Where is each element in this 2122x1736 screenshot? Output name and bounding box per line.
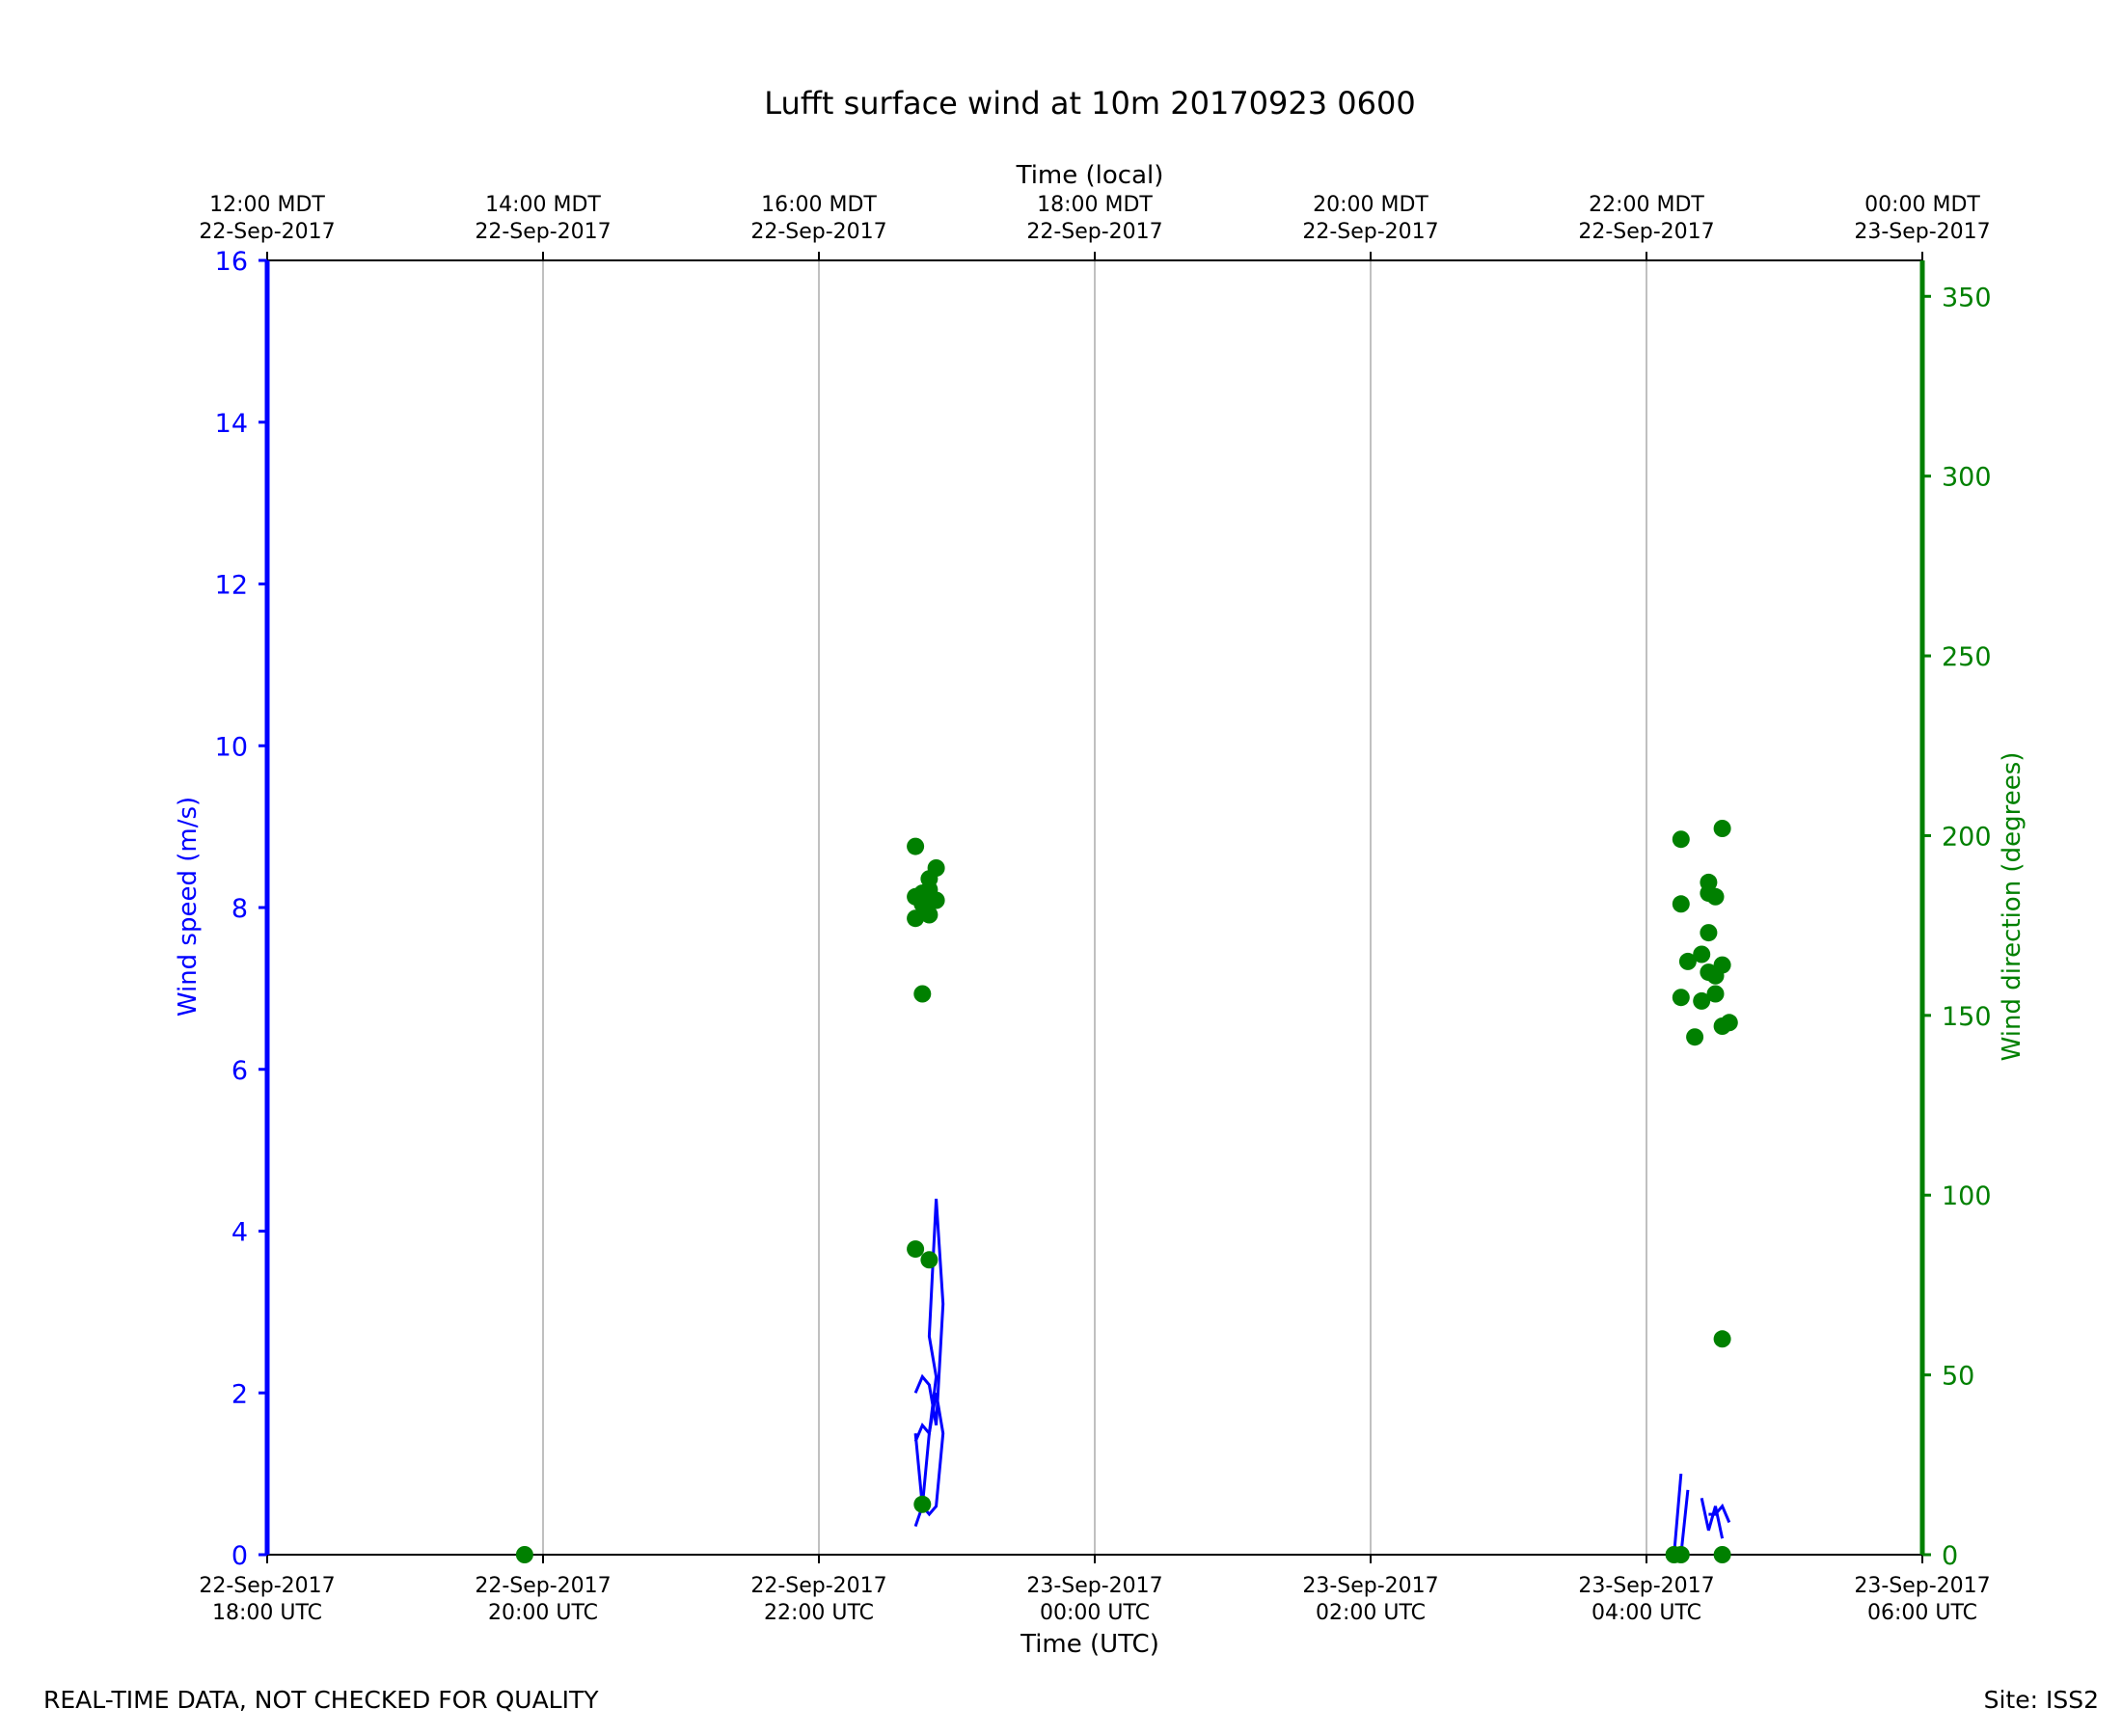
wind-direction-point (1678, 952, 1697, 970)
x-tick-label-top: 14:00 MDT (485, 193, 601, 217)
x-tick-label-top: 18:00 MDT (1037, 193, 1153, 217)
top-axis-label: Time (local) (1016, 161, 1164, 190)
wind-direction-point (1713, 1330, 1731, 1348)
wind-direction-point (1672, 1546, 1690, 1563)
wind-direction-point (907, 1240, 925, 1259)
y-tick-label-right: 200 (1942, 822, 1992, 852)
quality-note: REAL-TIME DATA, NOT CHECKED FOR QUALITY (43, 1686, 599, 1714)
y-tick-label-right: 350 (1942, 283, 1992, 312)
wind-direction-point (920, 906, 939, 924)
left-axis-label: Wind speed (m/s) (174, 797, 203, 1017)
wind-direction-point (927, 891, 945, 909)
right-axis-label: Wind direction (degrees) (1998, 752, 2027, 1062)
wind-direction-point (1672, 830, 1690, 849)
bottom-axis-label: Time (UTC) (1020, 1630, 1159, 1659)
x-tick-label-bottom: 22-Sep-2017 (199, 1574, 335, 1598)
chart-title: Lufft surface wind at 10m 20170923 0600 (764, 85, 1415, 122)
y-tick-label-left: 8 (231, 894, 248, 924)
wind-direction-point (1700, 924, 1718, 942)
x-tick-label-bottom: 22:00 UTC (764, 1601, 874, 1625)
x-tick-label-bottom: 04:00 UTC (1592, 1601, 1701, 1625)
wind-speed-line (913, 1198, 945, 1528)
y-tick-label-right: 100 (1942, 1181, 1992, 1211)
x-tick-label-bottom: 22-Sep-2017 (475, 1574, 611, 1598)
x-tick-label-top: 22-Sep-2017 (750, 220, 886, 244)
x-tick-label-top: 16:00 MDT (761, 193, 877, 217)
wind-direction-point (1693, 991, 1711, 1010)
x-tick-label-bottom: 18:00 UTC (212, 1601, 322, 1625)
axis-ticks: 22-Sep-2017 18:00 UTC 22-Sep-2017 20:00 UTC… (199, 193, 1991, 1625)
x-tick-label-bottom: 06:00 UTC (1867, 1601, 1977, 1625)
y-tick-label-right: 0 (1942, 1541, 1958, 1571)
x-tick-label-bottom: 22-Sep-2017 (750, 1574, 886, 1598)
wind-speed-line (1673, 1473, 1683, 1556)
y-tick-label-left: 2 (231, 1379, 248, 1409)
wind-direction-point (1693, 945, 1711, 963)
x-tick-label-top: 22-Sep-2017 (1026, 220, 1162, 244)
y-tick-label-right: 150 (1942, 1002, 1992, 1032)
y-tick-label-left: 10 (215, 732, 248, 762)
wind-direction-point (1720, 1014, 1738, 1032)
x-tick-label-bottom: 23-Sep-2017 (1578, 1574, 1714, 1598)
wind-direction-point (1672, 895, 1690, 913)
x-tick-label-top: 22-Sep-2017 (1302, 220, 1438, 244)
wind-direction-point (515, 1546, 533, 1563)
wind-direction-point (907, 837, 925, 855)
wind-speed-line (913, 1393, 945, 1517)
y-tick-label-left: 6 (231, 1056, 248, 1086)
x-tick-label-bottom: 23-Sep-2017 (1854, 1574, 1990, 1598)
wind-direction-point (1686, 1028, 1704, 1046)
x-tick-label-top: 20:00 MDT (1313, 193, 1428, 217)
wind-direction-point (1713, 1546, 1731, 1563)
y-tick-label-left: 14 (215, 409, 248, 439)
x-tick-label-top: 12:00 MDT (209, 193, 325, 217)
site-label: Site: ISS2 (1983, 1686, 2099, 1714)
x-tick-label-bottom: 23-Sep-2017 (1026, 1574, 1162, 1598)
y-tick-label-right: 250 (1942, 642, 1992, 672)
wind-direction-point (920, 1251, 939, 1269)
wind-direction-point (1713, 820, 1731, 837)
wind-direction-point (913, 1495, 932, 1513)
wind-direction-point (1713, 956, 1731, 974)
wind-speed-line (1708, 1503, 1731, 1524)
wind-direction-point (1672, 989, 1690, 1007)
y-tick-label-left: 4 (231, 1218, 248, 1248)
x-tick-label-bottom: 00:00 UTC (1040, 1601, 1150, 1625)
wind-speed-line (1679, 1489, 1690, 1556)
wind-speed-line (1700, 1497, 1725, 1539)
x-tick-label-bottom: 20:00 UTC (488, 1601, 598, 1625)
x-tick-label-top: 22:00 MDT (1589, 193, 1704, 217)
wind-direction-point (927, 859, 945, 877)
y-tick-label-left: 0 (231, 1541, 248, 1571)
x-tick-label-top: 00:00 MDT (1864, 193, 1980, 217)
x-tick-label-bottom: 02:00 UTC (1316, 1601, 1426, 1625)
wind-direction-point (907, 909, 925, 928)
x-tick-label-bottom: 23-Sep-2017 (1302, 1574, 1438, 1598)
data-series (515, 820, 1738, 1563)
x-tick-label-top: 22-Sep-2017 (475, 220, 611, 244)
x-tick-label-top: 22-Sep-2017 (199, 220, 335, 244)
y-tick-label-right: 300 (1942, 463, 1992, 493)
y-tick-label-right: 50 (1942, 1362, 1974, 1392)
wind-direction-point (913, 985, 932, 1003)
y-tick-label-left: 16 (215, 247, 248, 277)
x-tick-label-top: 23-Sep-2017 (1854, 220, 1990, 244)
y-tick-label-left: 12 (215, 571, 248, 601)
grid-lines (542, 260, 1647, 1555)
wind-direction-point (1706, 985, 1725, 1003)
wind-direction-point (1706, 887, 1725, 906)
x-tick-label-top: 22-Sep-2017 (1578, 220, 1714, 244)
